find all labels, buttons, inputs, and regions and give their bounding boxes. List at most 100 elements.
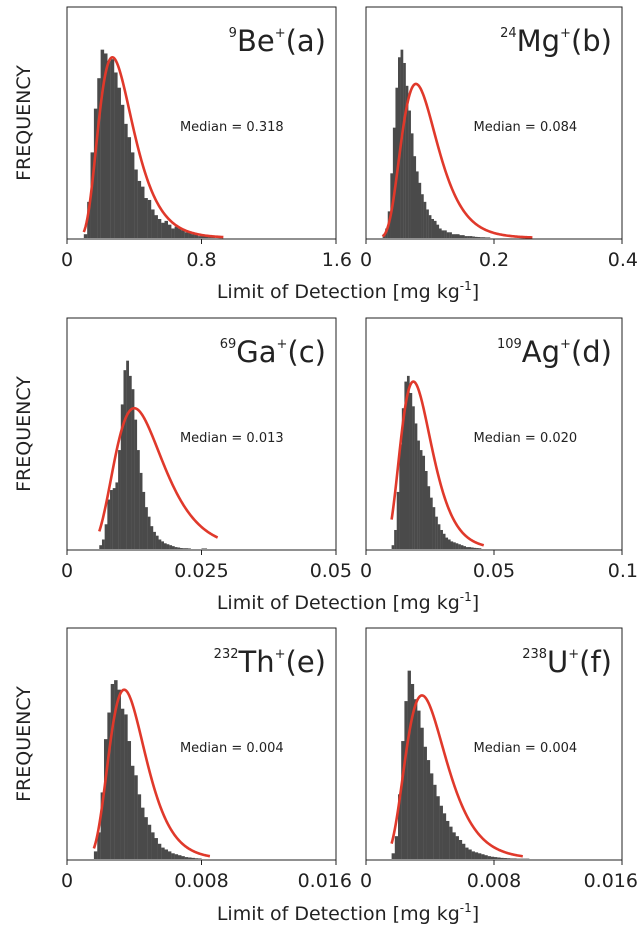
x-axis-label-row3: Limit of Detection [mg kg-1] xyxy=(217,901,479,925)
panel-d-x-tick-label: 0.05 xyxy=(473,560,515,582)
panel-b-x-ticks: 0 0.2 0.4 xyxy=(360,239,638,271)
panel-a-bar xyxy=(164,220,169,238)
panel-d-bar xyxy=(414,423,418,549)
panel-c-bar xyxy=(107,499,111,549)
panel-c-bar xyxy=(150,526,154,549)
panel-a-fit-curve xyxy=(82,55,224,239)
panel-c-bar xyxy=(118,450,121,549)
panel-c-bar xyxy=(123,370,127,549)
panel-b-bar xyxy=(485,237,488,238)
panel-c-bar xyxy=(101,539,105,549)
panel-b-bar xyxy=(446,232,450,238)
panel-e-bar xyxy=(157,843,162,859)
panel-a-bar xyxy=(107,61,111,238)
panel-e-bar xyxy=(154,838,158,859)
panel-c-bar xyxy=(136,450,140,549)
panel-a-bar xyxy=(151,209,155,238)
panel-c: 0 0.025 0.05 69Ga+(c) Median = 0.013 xyxy=(61,317,352,582)
panel-e-bar xyxy=(151,832,155,859)
panel-d-bar xyxy=(432,507,436,549)
panel-d-bar xyxy=(430,497,433,549)
x-axis-label-row2: Limit of Detection [mg kg-1] xyxy=(217,590,479,614)
panel-a-bar xyxy=(120,104,125,238)
x-axis-label-row1-unit-exp: -1 xyxy=(460,279,472,293)
panel-b-x-tick-label: 0.2 xyxy=(479,249,509,271)
panel-a-bar xyxy=(100,49,105,238)
panel-b-title: 24Mg+(b) xyxy=(500,24,612,58)
panel-d-bar xyxy=(406,375,410,549)
panel-e-title-element: Th xyxy=(238,645,275,679)
panel-d-bar xyxy=(419,450,423,549)
panel-f-bar xyxy=(455,836,459,859)
panel-e-bar xyxy=(137,794,142,859)
panel-f-bar xyxy=(449,826,453,859)
panel-b-bar xyxy=(451,234,455,238)
panel-c-bar xyxy=(171,546,175,549)
panel-e-bar xyxy=(167,851,172,859)
panel-a-title-mass: 9 xyxy=(229,26,237,41)
panel-f-median-label: Median = 0.004 xyxy=(474,741,578,756)
panel-d-bar xyxy=(476,548,479,549)
panel-f-bar xyxy=(452,832,456,859)
panel-c-bar xyxy=(182,548,186,549)
panel-d-title-charge: + xyxy=(560,337,571,352)
panel-a-bar xyxy=(114,72,118,239)
panel-b-bar xyxy=(395,87,399,239)
panel-d-bar xyxy=(447,539,451,549)
panel-a-bar xyxy=(191,234,195,238)
panel-e-bar xyxy=(171,853,175,859)
panel-b-bar xyxy=(482,237,486,238)
panel-d-bar xyxy=(404,381,408,549)
panel-d-bar xyxy=(409,393,413,549)
panel-e: 0 0.008 0.016 232Th+(e) Median = 0.004 xyxy=(61,627,352,892)
panel-a-bar xyxy=(130,152,135,238)
panel-e-bar xyxy=(144,817,148,859)
panel-f-x-ticks: 0 0.008 0.016 xyxy=(360,860,638,892)
panel-c-x-tick-label: 0.025 xyxy=(174,560,228,582)
panel-c-bar xyxy=(128,375,132,549)
panel-f-bar xyxy=(433,784,437,859)
panel-f-title-charge: + xyxy=(568,647,579,662)
panel-b-bar xyxy=(418,182,422,238)
panel-c-title-charge: + xyxy=(277,337,288,352)
panel-d-bar xyxy=(412,406,415,549)
panel-b-bar xyxy=(423,201,427,238)
x-axis-label-row2-text: Limit of Detection [mg kg xyxy=(217,592,460,614)
panel-b-title-charge: + xyxy=(560,26,571,41)
panel-b-bar xyxy=(403,62,406,239)
panel-b-bar xyxy=(454,234,458,238)
panel-c-bar xyxy=(188,548,191,549)
panel-e-bar xyxy=(107,712,111,859)
panel-c-bar xyxy=(166,544,170,549)
panel-e-x-tick-label: 0 xyxy=(61,870,73,892)
panel-b-bar xyxy=(408,110,411,238)
panel-e-title-charge: + xyxy=(275,647,286,662)
x-axis-label-row2-close: ] xyxy=(472,592,479,614)
panel-a-bar xyxy=(161,222,165,238)
panel-c-title: 69Ga+(c) xyxy=(220,335,326,369)
panel-e-fit-curve xyxy=(92,688,211,858)
panel-f-title-mass: 238 xyxy=(522,647,547,662)
panel-a-title-charge: + xyxy=(275,26,286,41)
panel-d-median-label: Median = 0.020 xyxy=(474,431,578,446)
panel-b-x-tick-label: 0 xyxy=(360,249,372,271)
panel-e-bar xyxy=(93,851,98,859)
panel-a-bar xyxy=(174,226,179,238)
panel-b-bar xyxy=(456,234,460,238)
panel-f-bar xyxy=(426,760,431,859)
panel-e-bar xyxy=(97,832,101,859)
panel-c-bar xyxy=(115,482,119,549)
panel-b-bar xyxy=(426,209,429,238)
panel-c-bar xyxy=(204,548,208,549)
panel-f-bar xyxy=(417,710,421,859)
panel-a-median-label: Median = 0.318 xyxy=(180,120,284,135)
panel-f-bar xyxy=(462,843,466,859)
panel-e-bar xyxy=(103,739,108,859)
panel-e-bar xyxy=(140,807,145,859)
x-axis-label-row1-text: Limit of Detection [mg kg xyxy=(217,281,460,303)
panel-e-bar xyxy=(117,689,121,859)
panel-e-bar xyxy=(164,849,169,859)
panel-d-bars xyxy=(391,375,482,549)
panel-f-bar xyxy=(506,858,511,859)
